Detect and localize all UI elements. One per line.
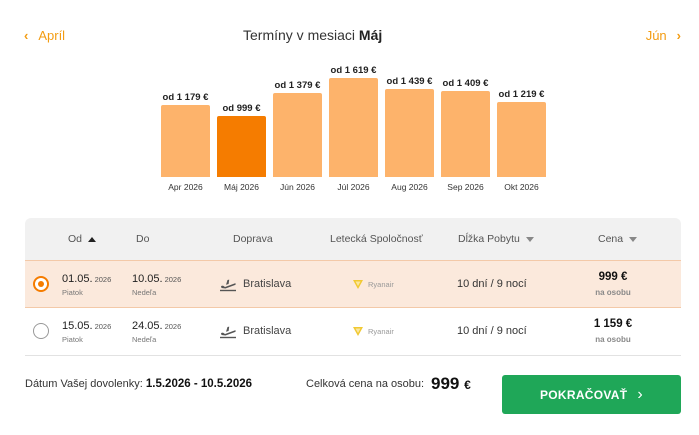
row-price-per: na osobu — [595, 335, 631, 344]
month-price-chart: od 1 179 € Apr 2026 od 999 € Máj 2026 od 1 3… — [0, 0, 699, 200]
table-header: Od Do Doprava Letecká Spoločnosť Dĺžka P… — [25, 218, 681, 260]
bar-price-label: od 1 409 € — [442, 78, 489, 89]
price-bar-6[interactable] — [497, 102, 546, 177]
stay-length: 10 dní / 9 nocí — [457, 278, 527, 290]
bar-price-label: od 1 619 € — [330, 65, 377, 76]
prev-month-label: Apríl — [38, 28, 66, 43]
row-price-per: na osobu — [595, 288, 631, 297]
bar-price-label: od 1 439 € — [386, 76, 433, 87]
bar-month-label: Aug 2026 — [391, 182, 428, 192]
column-header-to: Do — [136, 233, 150, 245]
total-price-label: Celková cena na osobu: — [306, 378, 425, 390]
sort-icon — [629, 236, 638, 242]
month-navigation: ‹ Apríl Termíny v mesiaci Máj Jún › — [0, 27, 699, 48]
total-price-value: 999 € — [431, 374, 471, 393]
price-bar-0[interactable] — [161, 105, 210, 177]
bar-month-label: Okt 2026 — [504, 182, 539, 192]
prev-month-link[interactable]: ‹ Apríl — [24, 28, 65, 43]
column-header-length[interactable]: Dĺžka Pobytu — [458, 233, 534, 245]
vacation-dates: Dátum Vašej dovolenky: 1.5.2026 - 10.5.2… — [25, 378, 253, 390]
table-row[interactable]: 01.05. 2026 Piatok 10.05. 2026 Nedeľa Brat… — [25, 260, 681, 308]
chevron-left-icon: ‹ — [24, 28, 29, 43]
stay-length: 10 dní / 9 nocí — [457, 325, 527, 337]
column-header-transport: Doprava — [233, 233, 273, 245]
column-header-from[interactable]: Od — [68, 233, 97, 245]
next-month-label: Jún — [645, 28, 667, 43]
row-radio[interactable] — [33, 323, 49, 339]
row-price: 999 € — [598, 271, 628, 283]
table-row[interactable]: 15.05. 2026 Piatok 24.05. 2026 Nedeľa Brat… — [25, 308, 681, 356]
bar-month-label: Máj 2026 — [224, 182, 259, 192]
to-date: 24.05. 2026 — [132, 320, 182, 332]
bar-month-label: Apr 2026 — [168, 182, 203, 192]
chevron-right-icon: › — [637, 385, 644, 403]
row-radio-selected[interactable] — [33, 276, 49, 292]
bar-price-label: od 1 379 € — [274, 80, 321, 91]
from-date: 15.05. 2026 — [62, 320, 112, 332]
airline: Ryanair — [352, 326, 394, 337]
from-date: 01.05. 2026 — [62, 273, 112, 285]
departure-city: Bratislava — [243, 325, 292, 337]
bar-month-label: Júl 2026 — [337, 182, 370, 192]
price-bar-2[interactable] — [273, 93, 322, 177]
bar-month-label: Sep 2026 — [447, 182, 484, 192]
ryanair-logo-icon — [353, 327, 363, 336]
price-bar-5[interactable] — [441, 91, 490, 177]
airline: Ryanair — [352, 279, 394, 290]
departure-city: Bratislava — [243, 278, 292, 290]
page-title: Termíny v mesiaci Máj — [243, 27, 383, 43]
price-bar-1[interactable] — [217, 116, 266, 177]
bar-price-label: od 1 219 € — [498, 89, 545, 100]
continue-button[interactable]: POKRAČOVAŤ › — [502, 375, 681, 414]
to-date: 10.05. 2026 — [132, 273, 182, 285]
column-header-airline: Letecká Spoločnosť — [330, 233, 423, 245]
from-day: Piatok — [62, 335, 83, 344]
row-price: 1 159 € — [593, 318, 633, 330]
to-day: Nedeľa — [132, 335, 157, 344]
sort-asc-icon — [88, 236, 97, 242]
chevron-right-icon: › — [676, 28, 681, 43]
ryanair-logo-icon — [353, 280, 363, 289]
bar-price-label: od 1 179 € — [162, 92, 209, 103]
price-bar-3[interactable] — [329, 78, 378, 177]
to-day: Nedeľa — [132, 288, 157, 297]
from-day: Piatok — [62, 288, 83, 297]
plane-departure-icon — [220, 279, 236, 292]
bar-price-label: od 999 € — [222, 103, 261, 114]
vacation-dates-value: 1.5.2026 - 10.5.2026 — [145, 378, 253, 390]
column-header-price[interactable]: Cena — [598, 233, 638, 245]
sort-icon — [525, 236, 534, 242]
next-month-link[interactable]: Jún › — [646, 28, 681, 43]
plane-departure-icon — [220, 326, 236, 339]
bar-month-label: Jún 2026 — [280, 182, 315, 192]
current-month: Máj — [358, 27, 383, 43]
dates-table: Od Do Doprava Letecká Spoločnosť Dĺžka P… — [25, 218, 681, 356]
price-bar-4[interactable] — [385, 89, 434, 177]
